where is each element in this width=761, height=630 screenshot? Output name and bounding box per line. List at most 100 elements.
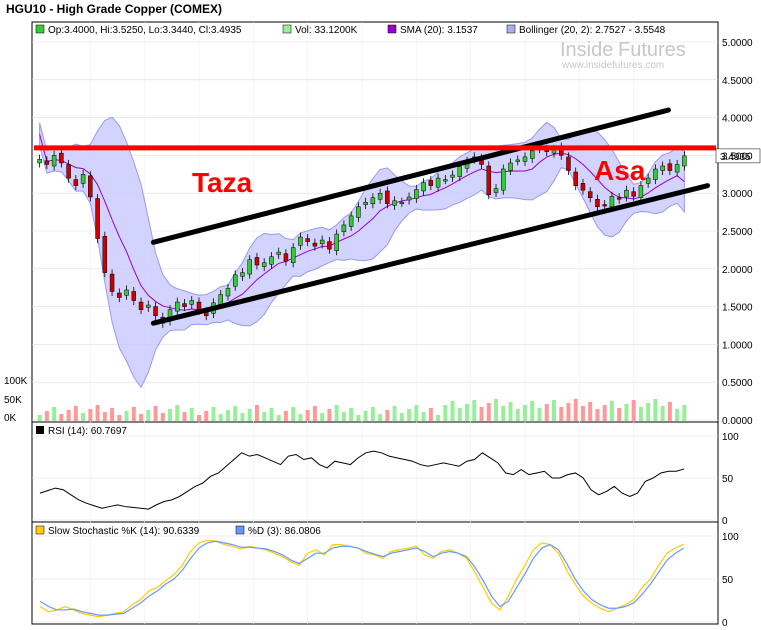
- candle-body: [37, 158, 42, 164]
- rsi-tick-label: 50: [722, 474, 734, 485]
- volume-bar: [486, 403, 491, 421]
- y-tick-label: 2.5000: [722, 227, 753, 238]
- legend-bollinger: Bollinger (20, 2): 2.7527 - 3.5548: [519, 25, 666, 36]
- candle-body: [645, 177, 651, 184]
- candle-body: [261, 262, 267, 267]
- volume-bar: [646, 403, 651, 421]
- last-price-tag: 3.4935: [715, 148, 761, 164]
- legend-volume: Vol: 33.1200K: [295, 25, 358, 36]
- volume-bar: [356, 415, 361, 421]
- volume-bar: [428, 408, 433, 421]
- watermark-brand-right: Futures: [618, 39, 686, 61]
- rsi-line: [39, 450, 685, 510]
- stoch-d-path: [39, 540, 685, 616]
- volume-bar: [37, 415, 42, 421]
- volume-bar: [436, 415, 441, 421]
- channel-lower-line: [150, 183, 711, 326]
- legend-stoch-k: Slow Stochastic %K (14): 90.6339: [48, 526, 200, 537]
- last-price-label: 3.4935: [720, 152, 751, 163]
- candle-body: [182, 303, 187, 307]
- candle-body: [566, 156, 571, 171]
- volume-bar: [638, 407, 643, 421]
- bollinger-band: [39, 116, 685, 389]
- volume-bar: [66, 410, 71, 421]
- volume-bar: [124, 411, 129, 421]
- candle-body: [348, 215, 354, 227]
- candle-body: [218, 294, 223, 305]
- volume-bar: [544, 404, 549, 421]
- chart-title: HGU10 - High Grade Copper (COMEX): [6, 2, 223, 16]
- rsi-tick-label: 0: [722, 516, 728, 527]
- candle-body: [240, 272, 245, 277]
- candle-body: [682, 155, 687, 167]
- sma-path: [39, 134, 685, 311]
- volume-bar: [479, 407, 484, 421]
- candle-body: [443, 179, 448, 182]
- watermark: Inside Futures www.insidefutures.com: [560, 39, 686, 71]
- candle-body: [88, 175, 93, 198]
- volume-bar: [153, 406, 158, 421]
- volume-bar: [573, 399, 578, 421]
- candle-body: [232, 274, 238, 287]
- volume-bar: [609, 401, 614, 421]
- candle-body: [385, 190, 390, 205]
- candle-body: [319, 239, 325, 245]
- candle-body: [247, 259, 252, 275]
- y-tick-label: 0.0000: [722, 416, 753, 427]
- volume-bar: [443, 405, 448, 421]
- volume-bar: [530, 401, 535, 421]
- candle-body: [624, 189, 629, 198]
- candle-body: [450, 174, 455, 178]
- candle-body: [312, 242, 318, 247]
- candle-body: [290, 247, 296, 264]
- volume-bar: [682, 405, 687, 421]
- volume-bar: [414, 405, 419, 421]
- y-tick-label: 1.5000: [722, 303, 753, 314]
- candle-body: [283, 253, 289, 262]
- y-tick-label: 3.5000: [722, 151, 753, 162]
- volume-bar: [81, 413, 86, 421]
- stoch-tick-label: 50: [722, 575, 734, 586]
- volume-bar: [102, 412, 107, 421]
- y-tick-label: 5.0000: [722, 38, 753, 49]
- volume-bar: [88, 409, 93, 421]
- volume-bar: [117, 415, 122, 421]
- volume-bar: [392, 406, 397, 421]
- candle-body: [457, 166, 463, 177]
- volume-bar: [327, 409, 332, 421]
- candle-body: [146, 304, 151, 308]
- candle-body: [334, 233, 339, 251]
- watermark-url: www.insidefutures.com: [561, 60, 664, 71]
- candle-body: [667, 163, 673, 171]
- volume-bar: [501, 406, 506, 421]
- volume-bar: [233, 406, 238, 421]
- volume-bar: [667, 402, 672, 421]
- volume-bar: [660, 406, 665, 421]
- candle-body: [660, 165, 665, 171]
- candle-body: [66, 164, 71, 179]
- candle-body: [674, 164, 680, 173]
- volume-tick-label: 100K: [4, 376, 28, 387]
- candle-body: [117, 292, 122, 298]
- candle-body: [522, 156, 528, 162]
- volume-bar: [182, 412, 187, 421]
- watermark-brand-left: Inside: [560, 39, 613, 61]
- volume-bar: [197, 415, 201, 421]
- volume-bar: [349, 408, 354, 421]
- candle-body: [392, 200, 397, 206]
- candle-body: [616, 197, 622, 200]
- volume-bar: [189, 408, 194, 421]
- channel-upper-line: [150, 107, 671, 245]
- candle-body: [501, 168, 506, 191]
- candle-body: [44, 160, 50, 165]
- annotation-taza: Taza: [192, 167, 253, 198]
- candle-body: [298, 236, 303, 246]
- candle-body: [254, 257, 260, 266]
- volume-bar: [653, 399, 658, 421]
- candle-body: [356, 206, 361, 218]
- volume-bar: [52, 407, 57, 421]
- volume-bar: [131, 407, 136, 421]
- y-tick-label: 1.0000: [722, 340, 753, 351]
- volume-bar: [168, 409, 173, 421]
- volume-bar: [407, 409, 412, 421]
